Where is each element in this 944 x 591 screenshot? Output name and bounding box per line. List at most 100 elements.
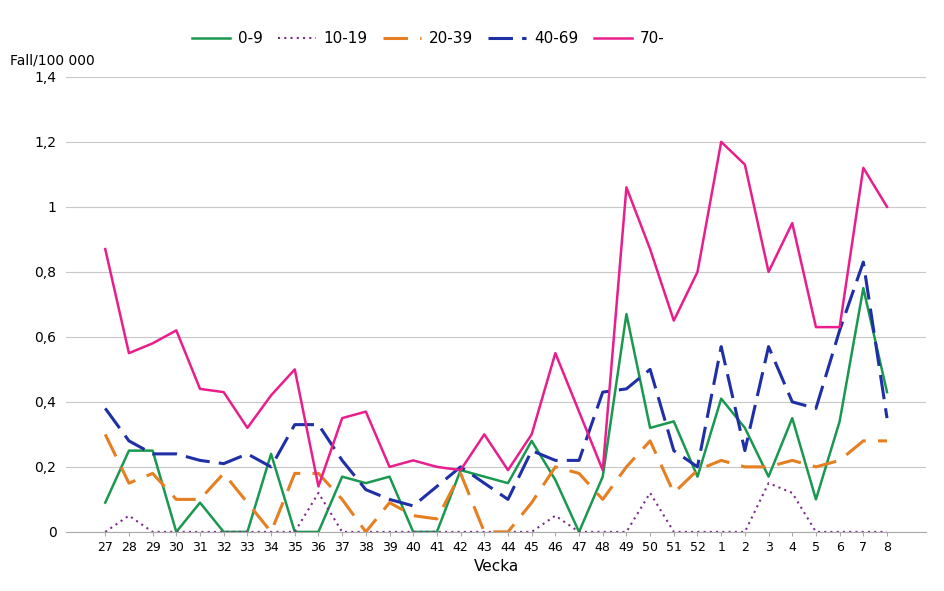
20-39 [242, 499, 253, 506]
40-69 [526, 447, 537, 454]
10-19 [265, 528, 277, 535]
70- [573, 408, 584, 415]
20-39 [478, 528, 489, 535]
40-69 [360, 486, 371, 493]
40-69 [715, 343, 726, 350]
0-9 [454, 467, 465, 474]
0-9 [194, 499, 206, 506]
0-9 [549, 476, 561, 483]
0-9 [312, 528, 324, 535]
70- [407, 457, 418, 464]
10-19 [218, 528, 229, 535]
Line: 0-9: 0-9 [105, 288, 886, 532]
20-39 [857, 437, 868, 444]
70- [691, 268, 702, 275]
40-69 [667, 447, 679, 454]
70- [785, 220, 797, 227]
Line: 40-69: 40-69 [105, 262, 886, 506]
10-19 [336, 528, 347, 535]
10-19 [194, 528, 206, 535]
0-9 [478, 473, 489, 480]
0-9 [881, 389, 892, 396]
40-69 [242, 450, 253, 457]
0-9 [171, 528, 182, 535]
20-39 [785, 457, 797, 464]
10-19 [289, 528, 300, 535]
0-9 [785, 415, 797, 422]
10-19 [454, 528, 465, 535]
70- [336, 415, 347, 422]
10-19 [147, 528, 159, 535]
40-69 [833, 327, 844, 334]
0-9 [147, 447, 159, 454]
0-9 [99, 499, 110, 506]
70- [549, 349, 561, 356]
10-19 [123, 512, 134, 519]
40-69 [289, 421, 300, 428]
40-69 [478, 480, 489, 487]
0-9 [289, 528, 300, 535]
70- [738, 161, 750, 168]
10-19 [383, 528, 395, 535]
70- [833, 324, 844, 331]
40-69 [502, 496, 514, 503]
10-19 [809, 528, 820, 535]
0-9 [383, 473, 395, 480]
70- [360, 408, 371, 415]
X-axis label: Vecka: Vecka [473, 560, 518, 574]
0-9 [809, 496, 820, 503]
20-39 [194, 496, 206, 503]
20-39 [123, 480, 134, 487]
0-9 [218, 528, 229, 535]
10-19 [620, 528, 632, 535]
40-69 [430, 483, 442, 490]
0-9 [715, 395, 726, 402]
70- [857, 164, 868, 171]
20-39 [881, 437, 892, 444]
40-69 [549, 457, 561, 464]
10-19 [360, 528, 371, 535]
Text: Fall/100 000: Fall/100 000 [10, 54, 95, 68]
70- [809, 324, 820, 331]
40-69 [336, 457, 347, 464]
40-69 [312, 421, 324, 428]
0-9 [833, 418, 844, 425]
20-39 [265, 528, 277, 535]
10-19 [430, 528, 442, 535]
70- [312, 483, 324, 490]
70- [667, 317, 679, 324]
0-9 [123, 447, 134, 454]
40-69 [99, 405, 110, 412]
70- [430, 463, 442, 470]
40-69 [785, 398, 797, 405]
0-9 [265, 450, 277, 457]
10-19 [99, 528, 110, 535]
40-69 [407, 502, 418, 509]
10-19 [857, 528, 868, 535]
0-9 [526, 437, 537, 444]
0-9 [620, 311, 632, 318]
20-39 [454, 470, 465, 477]
10-19 [738, 528, 750, 535]
40-69 [194, 457, 206, 464]
0-9 [762, 473, 773, 480]
70- [644, 246, 655, 253]
20-39 [383, 499, 395, 506]
0-9 [857, 285, 868, 292]
20-39 [620, 463, 632, 470]
10-19 [644, 489, 655, 496]
40-69 [454, 463, 465, 470]
40-69 [762, 343, 773, 350]
20-39 [171, 496, 182, 503]
20-39 [762, 463, 773, 470]
40-69 [809, 405, 820, 412]
Line: 10-19: 10-19 [105, 483, 886, 532]
0-9 [336, 473, 347, 480]
10-19 [667, 528, 679, 535]
10-19 [549, 512, 561, 519]
10-19 [242, 528, 253, 535]
20-39 [526, 499, 537, 506]
10-19 [833, 528, 844, 535]
20-39 [99, 431, 110, 438]
10-19 [573, 528, 584, 535]
